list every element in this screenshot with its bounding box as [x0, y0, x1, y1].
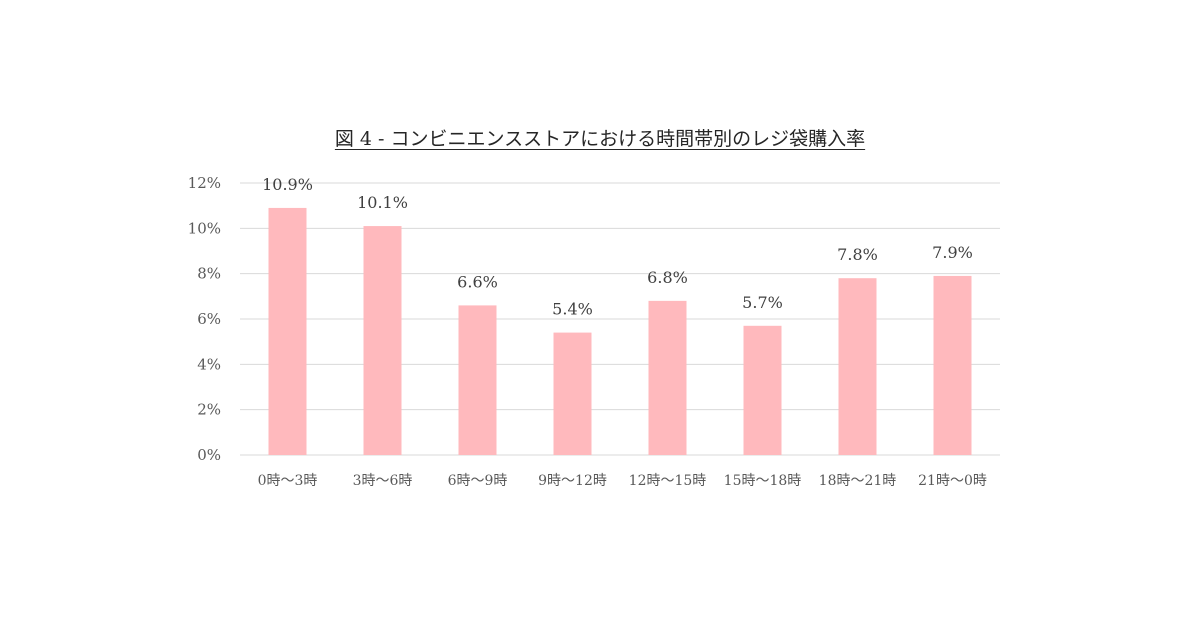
data-label: 5.7%: [742, 293, 783, 312]
data-label: 6.8%: [647, 268, 688, 287]
y-tick-label: 12%: [188, 174, 221, 192]
gridlines: [240, 182, 1000, 456]
x-tick-label: 6時～9時: [448, 473, 508, 489]
x-tick-label: 3時～6時: [353, 473, 413, 489]
data-label: 10.1%: [357, 193, 408, 212]
bar: [458, 305, 497, 455]
bar: [553, 332, 592, 455]
x-axis-ticks: 0時～3時 3時～6時 6時～9時 9時～12時 12時～15時 15時～18時 18時～2…: [258, 473, 987, 489]
data-label: 5.4%: [552, 300, 593, 319]
y-tick-label: 4%: [197, 355, 221, 373]
y-tick-label: 8%: [197, 265, 221, 283]
y-tick-label: 10%: [188, 219, 221, 237]
x-tick-label: 12時～15時: [629, 473, 707, 489]
x-tick-label: 0時～3時: [258, 473, 318, 489]
data-labels: 10.9% 10.1% 6.6% 5.4% 6.8% 5.7% 7.8% 7.9%: [262, 175, 973, 319]
chart-title: 図 4 - コンビニエンスストアにおける時間帯別のレジ袋購入率: [334, 128, 866, 150]
y-tick-label: 2%: [197, 401, 221, 419]
bar: [933, 275, 972, 455]
bar: [648, 300, 687, 455]
y-axis-ticks: 0% 2% 4% 6% 8% 10% 12%: [188, 174, 221, 464]
data-label: 10.9%: [262, 175, 313, 194]
data-label: 6.6%: [457, 272, 498, 291]
bar: [743, 325, 782, 455]
data-label: 7.8%: [837, 245, 878, 264]
bar: [838, 278, 877, 455]
x-tick-label: 15時～18時: [724, 473, 802, 489]
y-tick-label: 6%: [197, 310, 221, 328]
bar: [268, 207, 307, 455]
x-tick-label: 18時～21時: [819, 473, 897, 489]
data-label: 7.9%: [932, 243, 973, 262]
bar: [363, 226, 402, 455]
x-tick-label: 9時～12時: [538, 473, 607, 489]
x-tick-label: 21時～0時: [918, 473, 987, 489]
y-tick-label: 0%: [197, 446, 221, 464]
bars: [268, 207, 972, 455]
